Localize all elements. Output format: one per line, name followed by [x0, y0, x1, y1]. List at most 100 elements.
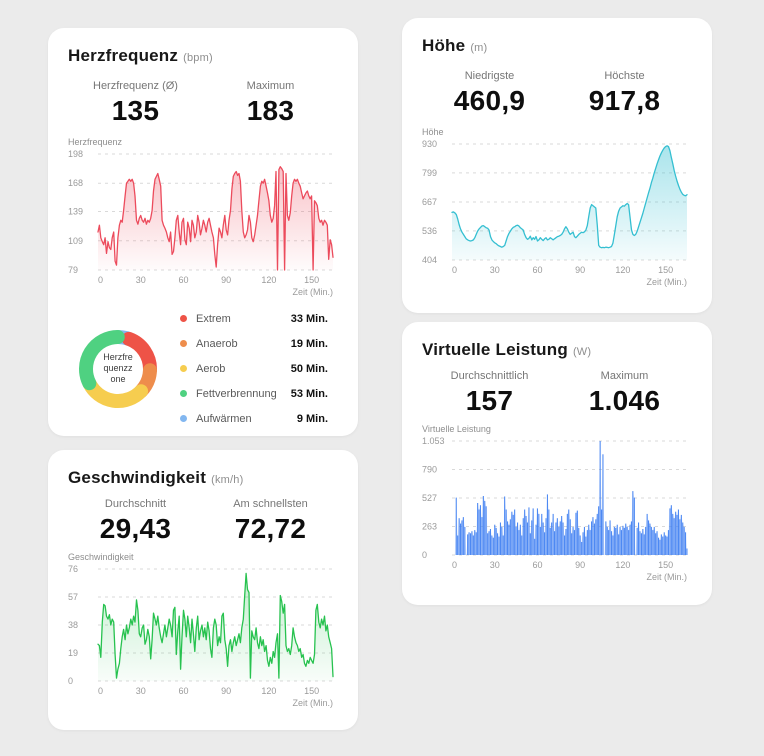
heart-rate-chart: 79 109 139 168 198 0 30 60 90 120 150 Zeit (Min.) [68, 149, 334, 297]
power-title-text: Virtuelle Leistung [422, 340, 568, 359]
speed-chart-label: Geschwindigkeit [68, 552, 134, 562]
speed-fastest-stat: Am schnellsten 72,72 [203, 498, 338, 545]
stat-label: Höchste [604, 70, 645, 82]
svg-text:38: 38 [68, 620, 78, 630]
altitude-title-text: Höhe [422, 36, 466, 55]
altitude-chart: 404 536 667 799 930 0 30 60 90 120 150 Zeit (Min.) [422, 139, 688, 287]
speed-stats: Durchschnitt 29,43 Am schnellsten 72,72 [68, 498, 338, 545]
svg-text:Zeit (Min.): Zeit (Min.) [293, 287, 334, 297]
svg-text:1.053: 1.053 [422, 436, 445, 446]
stat-label: Durchschnittlich [450, 370, 529, 382]
svg-text:30: 30 [136, 686, 146, 696]
heart-rate-card: Herzfrequenz (bpm) Herzfrequenz (Ø) 135 … [48, 28, 358, 436]
legend-item-fettverbrennung: Fettverbrennung 53 Min. [180, 381, 328, 406]
power-chart: 0 263 527 790 1.053 0 30 60 90 120 150 Zeit (Min.) [422, 436, 688, 582]
altitude-title: Höhe (m) [422, 36, 692, 56]
svg-text:168: 168 [68, 178, 83, 188]
donut-center-line: quenzz [103, 363, 133, 373]
svg-text:109: 109 [68, 236, 83, 246]
svg-text:150: 150 [658, 265, 673, 275]
legend-item-aufwaermen: Aufwärmen 9 Min. [180, 406, 328, 431]
heart-rate-maximum-stat: Maximum 183 [203, 80, 338, 127]
legend-dot-icon [180, 315, 187, 322]
legend-name: Anaerob [196, 337, 238, 350]
legend-minutes: 19 Min. [290, 337, 328, 350]
svg-text:404: 404 [422, 255, 437, 265]
svg-text:0: 0 [452, 560, 457, 570]
power-average-stat: Durchschnittlich 157 [422, 370, 557, 417]
legend-item-extrem: Extrem 33 Min. [180, 306, 328, 331]
stat-value: 183 [246, 95, 295, 126]
legend-dot-icon [180, 340, 187, 347]
svg-text:0: 0 [98, 275, 103, 285]
stat-value: 72,72 [234, 513, 307, 544]
legend-dot-icon [180, 415, 187, 422]
svg-text:667: 667 [422, 197, 437, 207]
zones-legend: Extrem 33 Min. Anaerob 19 Min. Aerob 50 … [172, 306, 338, 431]
power-stats: Durchschnittlich 157 Maximum 1.046 [422, 370, 692, 417]
power-unit: (W) [572, 346, 592, 358]
donut-center-label: Herzfre quenzz one [74, 325, 162, 413]
svg-text:90: 90 [575, 560, 585, 570]
svg-text:60: 60 [178, 275, 188, 285]
svg-text:Zeit (Min.): Zeit (Min.) [647, 572, 688, 582]
svg-text:799: 799 [422, 168, 437, 178]
legend-minutes: 50 Min. [290, 362, 328, 375]
heart-rate-zones: Herzfre quenzz one Extrem 33 Min. Anaero… [68, 306, 338, 431]
heart-rate-average-stat: Herzfrequenz (Ø) 135 [68, 80, 203, 127]
stat-value: 29,43 [99, 513, 172, 544]
svg-text:139: 139 [68, 207, 83, 217]
speed-card: Geschwindigkeit (km/h) Durchschnitt 29,4… [48, 450, 358, 730]
svg-text:150: 150 [658, 560, 673, 570]
svg-text:0: 0 [452, 265, 457, 275]
heart-rate-stats: Herzfrequenz (Ø) 135 Maximum 183 [68, 80, 338, 127]
svg-text:19: 19 [68, 648, 78, 658]
heart-rate-chart-label: Herzfrequenz [68, 137, 123, 147]
svg-text:60: 60 [532, 560, 542, 570]
stat-value: 460,9 [453, 85, 526, 116]
altitude-stats: Niedrigste 460,9 Höchste 917,8 [422, 70, 692, 117]
altitude-highest-stat: Höchste 917,8 [557, 70, 692, 117]
donut-center-line: Herzfre [103, 352, 133, 362]
heart-rate-unit: (bpm) [183, 52, 213, 64]
stat-label: Maximum [600, 370, 649, 382]
stat-label: Maximum [246, 80, 295, 92]
legend-name: Fettverbrennung [196, 387, 277, 400]
stat-value: 917,8 [588, 85, 661, 116]
power-card: Virtuelle Leistung (W) Durchschnittlich … [402, 322, 712, 605]
altitude-lowest-stat: Niedrigste 460,9 [422, 70, 557, 117]
donut-chart [79, 329, 157, 408]
legend-minutes: 9 Min. [296, 412, 328, 425]
legend-name: Aerob [196, 362, 226, 375]
svg-text:30: 30 [136, 275, 146, 285]
svg-text:76: 76 [68, 564, 78, 574]
altitude-unit: (m) [470, 42, 488, 54]
speed-title: Geschwindigkeit (km/h) [68, 468, 338, 488]
svg-text:536: 536 [422, 226, 437, 236]
svg-text:90: 90 [221, 686, 231, 696]
speed-unit: (km/h) [211, 474, 244, 486]
speed-chart: 0 19 38 57 76 0 30 60 90 120 150 Zeit (Min.) [68, 564, 334, 708]
svg-text:790: 790 [422, 464, 437, 474]
svg-text:90: 90 [221, 275, 231, 285]
svg-text:120: 120 [261, 275, 276, 285]
legend-item-aerob: Aerob 50 Min. [180, 356, 328, 381]
altitude-chart-label: Höhe [422, 127, 444, 137]
svg-text:57: 57 [68, 592, 78, 602]
speed-average-stat: Durchschnitt 29,43 [68, 498, 203, 545]
legend-minutes: 33 Min. [290, 312, 328, 325]
legend-dot-icon [180, 365, 187, 372]
svg-text:150: 150 [304, 686, 319, 696]
svg-text:Zeit (Min.): Zeit (Min.) [647, 277, 688, 287]
heart-rate-title: Herzfrequenz (bpm) [68, 46, 338, 66]
legend-name: Aufwärmen [196, 412, 252, 425]
svg-text:30: 30 [490, 560, 500, 570]
stat-label: Durchschnitt [104, 498, 167, 510]
svg-text:198: 198 [68, 149, 83, 159]
altitude-card: Höhe (m) Niedrigste 460,9 Höchste 917,8 … [402, 18, 712, 313]
power-maximum-stat: Maximum 1.046 [557, 370, 692, 417]
legend-dot-icon [180, 390, 187, 397]
svg-text:0: 0 [98, 686, 103, 696]
svg-text:79: 79 [68, 265, 78, 275]
svg-text:60: 60 [532, 265, 542, 275]
